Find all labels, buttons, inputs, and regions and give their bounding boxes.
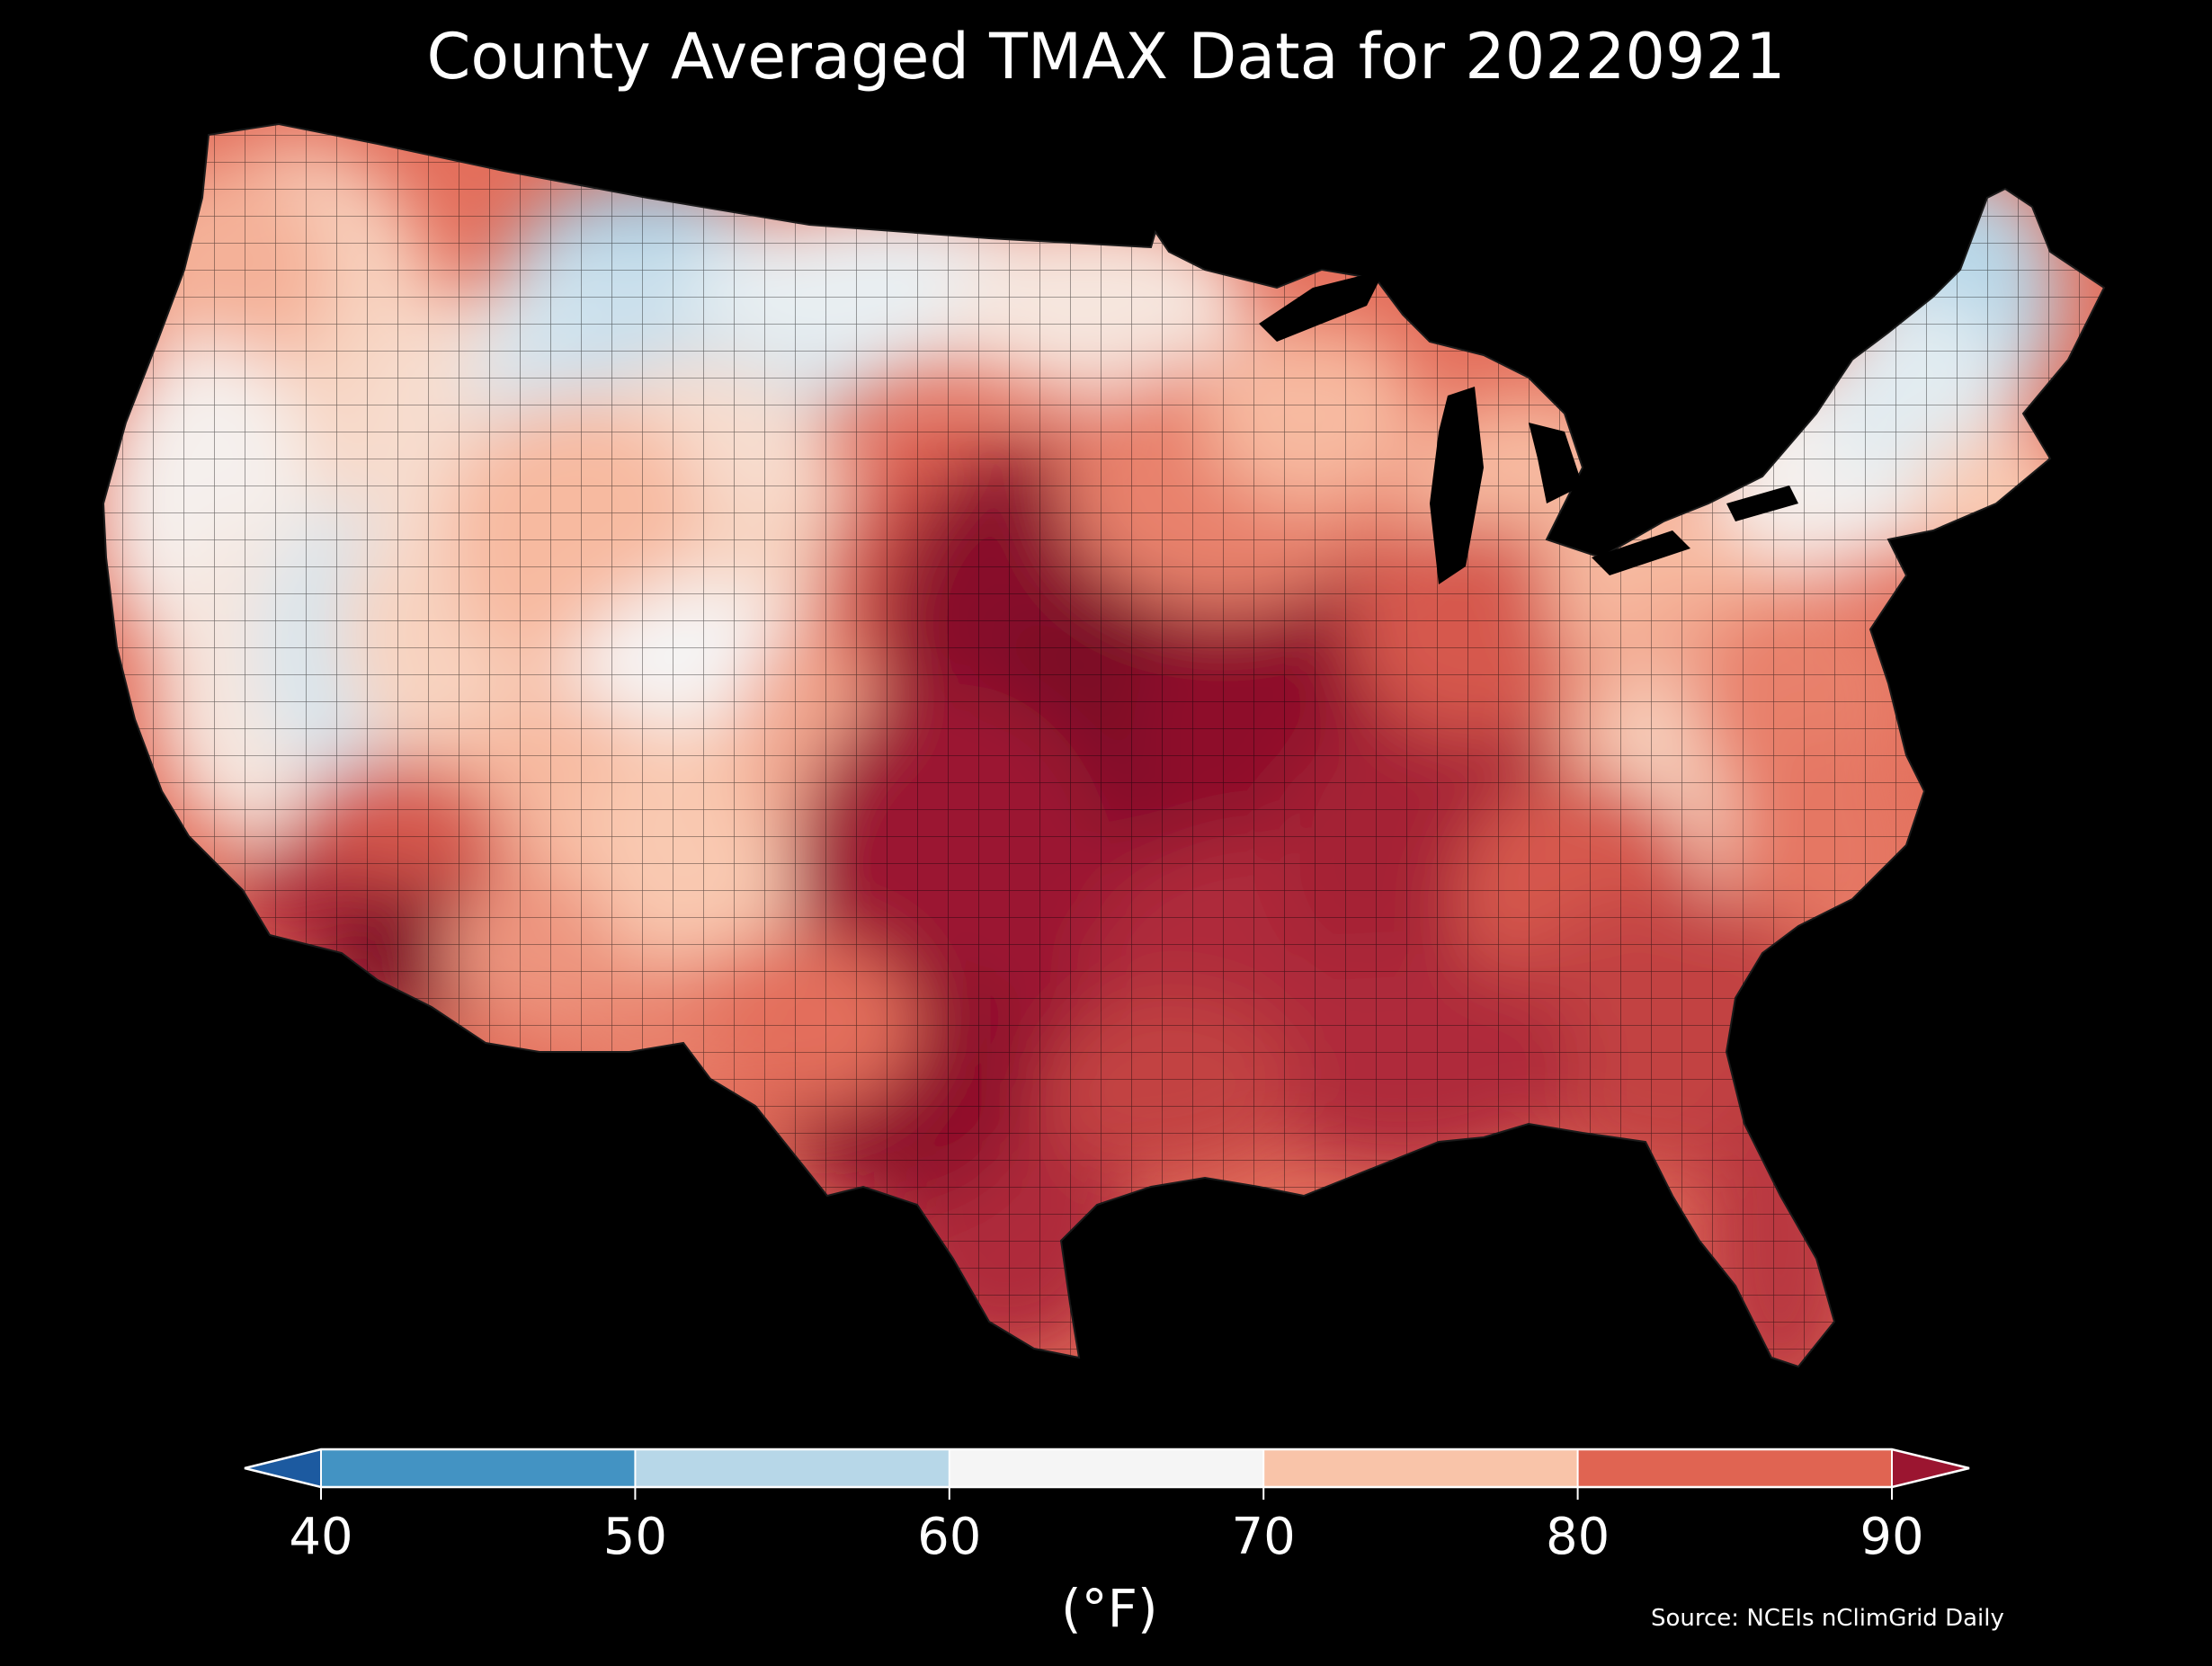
us-outline [102,122,2106,1368]
lake-erie [1592,530,1690,575]
colorbar-tick-label-1: 50 [602,1508,668,1566]
colorbar-unit-label: (°F) [1061,1578,1158,1639]
lake-huron [1529,423,1583,503]
colorbar-under-arrow [245,1449,321,1487]
colorbar-tick-label-2: 60 [917,1508,982,1566]
colorbar-bins [321,1449,1892,1487]
colorbar-tick-label-4: 80 [1545,1508,1610,1566]
colorbar-tick-label-0: 40 [289,1508,353,1566]
colorbar-bin-2 [949,1449,1264,1487]
colorbar-over-arrow [1892,1449,1969,1487]
lake-superior [1259,270,1385,342]
page-title: County Averaged TMAX Data for 20220921 [426,20,1786,94]
colorbar-tick-label-3: 70 [1231,1508,1296,1566]
great-lakes [1259,270,1798,584]
lake-michigan [1430,387,1484,584]
colorbar-tick-label-5: 90 [1860,1508,1924,1566]
colorbar-bin-3 [1263,1449,1578,1487]
colorbar-ticks [320,1449,1893,1500]
colorbar-bin-1 [635,1449,950,1487]
source-credit: Source: NCEIs nClimGrid Daily [1651,1605,2004,1632]
colorbar-bin-0 [321,1449,636,1487]
lake-ontario [1726,486,1798,521]
colorbar-bin-4 [1577,1449,1892,1487]
